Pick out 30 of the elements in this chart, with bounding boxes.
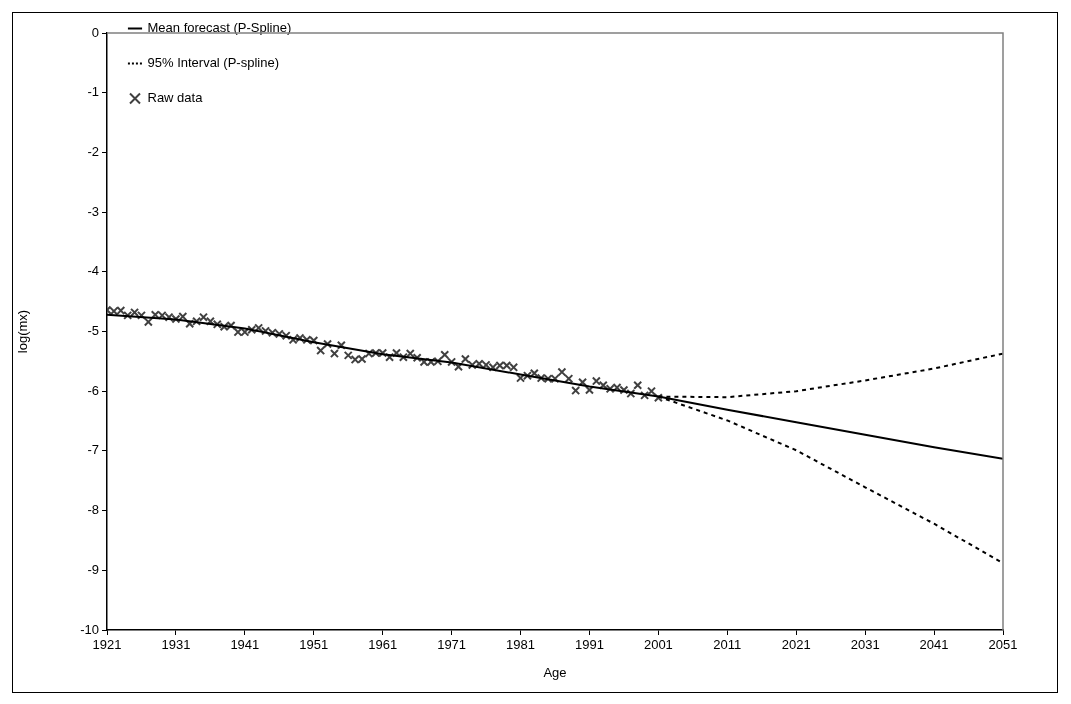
x-tick-label: 2021 <box>781 637 811 653</box>
x-tick-label: 2041 <box>919 637 949 653</box>
x-tick-label: 2051 <box>988 637 1018 653</box>
y-tick-label: -4 <box>87 263 99 279</box>
x-tick-label: 1921 <box>92 637 122 653</box>
y-tick-label: -10 <box>80 621 99 637</box>
x-tick-label: 2001 <box>643 637 673 653</box>
y-tick-label: -3 <box>87 203 99 219</box>
x-tick-label: 2011 <box>713 637 742 653</box>
y-tick-label: -1 <box>87 84 99 100</box>
y-tick-label: -8 <box>87 502 99 518</box>
y-tick-label: -5 <box>87 323 99 339</box>
x-tick-label: 1961 <box>368 637 398 653</box>
x-tick-label: 1931 <box>161 637 191 653</box>
x-axis-title: Age <box>543 664 567 680</box>
legend-label: Raw data <box>147 90 204 106</box>
x-tick-label: 1971 <box>437 637 467 653</box>
x-tick-label: 2031 <box>850 637 880 653</box>
y-tick-label: -2 <box>87 143 99 159</box>
legend-label: 95% Interval (P-spline) <box>147 55 279 71</box>
y-tick-label: 0 <box>91 24 99 40</box>
y-axis-title: log(mx) <box>15 309 31 354</box>
legend-label: Mean forecast (P-Spline) <box>147 20 292 36</box>
y-tick-label: -7 <box>87 442 99 458</box>
x-tick-label: 1941 <box>230 637 260 653</box>
x-tick-label: 1951 <box>299 637 329 653</box>
x-tick-label: 1991 <box>575 637 604 653</box>
y-tick-label: -6 <box>87 382 99 398</box>
x-tick-label: 1981 <box>506 637 535 653</box>
y-tick-label: -9 <box>87 561 99 577</box>
